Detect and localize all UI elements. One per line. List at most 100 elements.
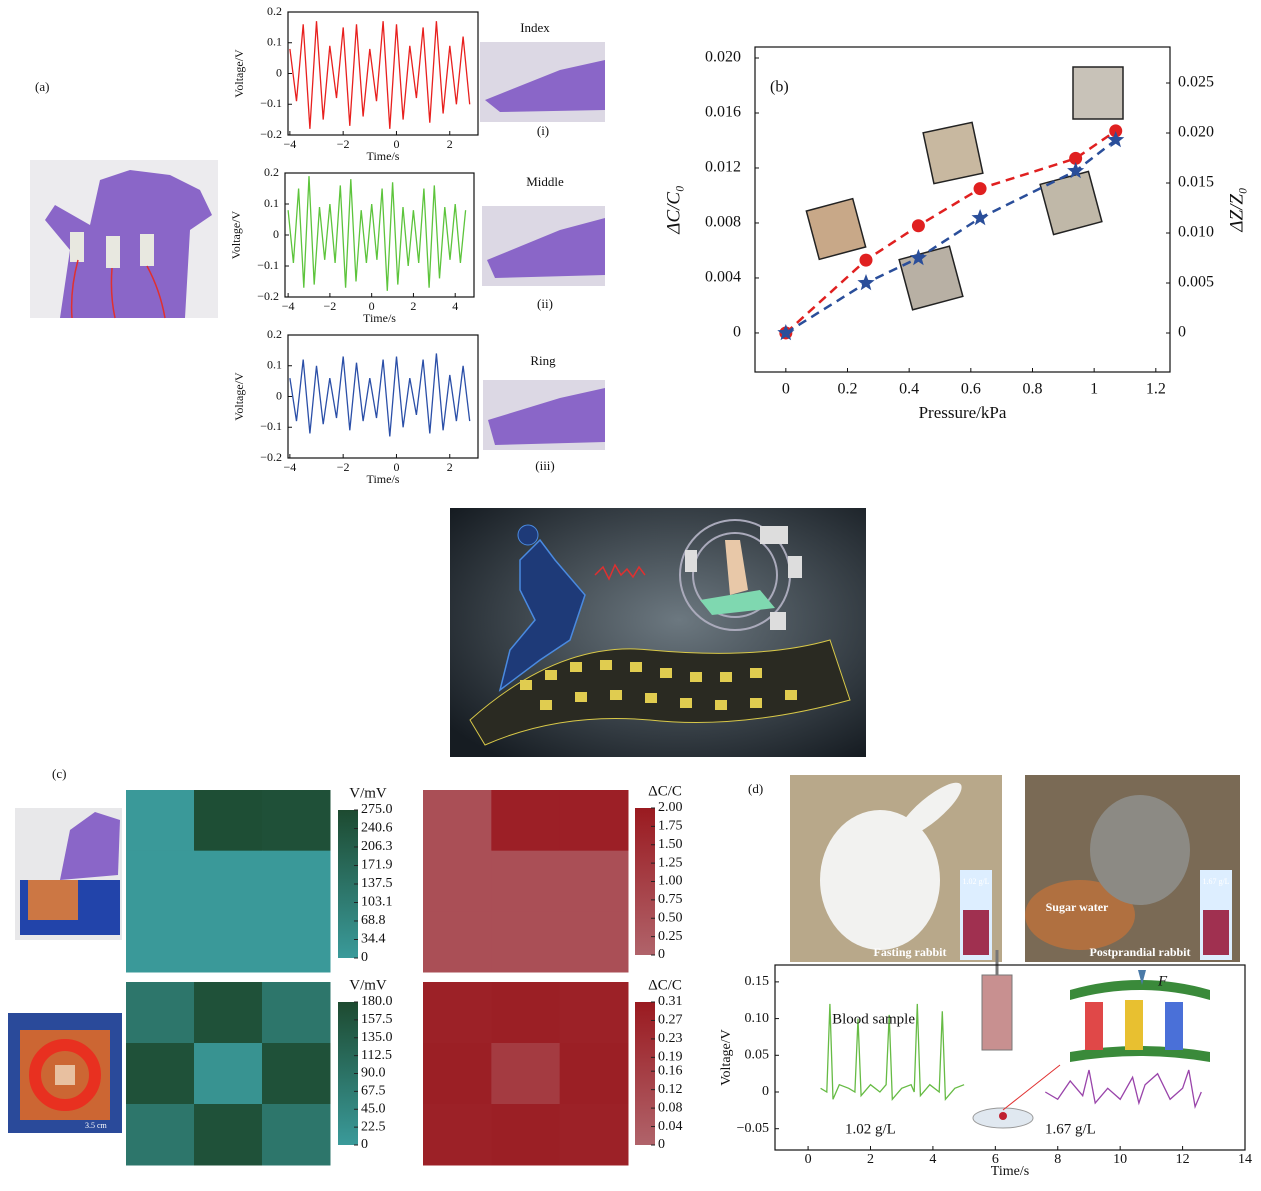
colorbar-tick-label: 1.25 — [658, 855, 683, 870]
y-tick-label: 0 — [733, 324, 741, 341]
circle-marker — [859, 253, 873, 267]
heatmap-cell — [126, 982, 195, 1044]
colorbar-tick-label: 0.08 — [658, 1100, 683, 1115]
series-line — [289, 21, 471, 129]
y-tick-label: 0.10 — [745, 1011, 770, 1026]
y-tick-label: 0.1 — [267, 35, 282, 49]
y-tick-label: 0.1 — [264, 196, 279, 210]
circle-marker — [911, 219, 925, 233]
heatmap-cell — [423, 1104, 492, 1166]
heatmap-cell — [194, 790, 263, 852]
colorbar-tick-label: 45.0 — [361, 1101, 386, 1116]
heatmap-cell — [559, 1104, 629, 1166]
colorbar-label: V/mV — [349, 785, 387, 801]
heatmap-cell — [423, 790, 492, 852]
colorbar-tick-label: 0.75 — [658, 892, 683, 907]
annotation: 1.67 g/L — [1045, 1121, 1096, 1137]
sensor-photos — [805, 66, 1124, 311]
colorbar-tick-label: 206.3 — [361, 839, 393, 854]
colorbar-tick-label: 22.5 — [361, 1119, 386, 1134]
colorbar-tick-label: 67.5 — [361, 1084, 386, 1099]
annotation: Blood sample — [832, 1011, 915, 1027]
heatmap-cell — [194, 850, 263, 912]
heatmap-cell — [491, 1104, 561, 1166]
x-tick-label: 0.6 — [961, 381, 981, 398]
photo-caption: Fasting rabbit — [873, 945, 946, 959]
x-tick-label: 0.4 — [899, 381, 919, 398]
rabbit-photos — [790, 775, 1240, 962]
photo-caption: Sugar water — [1046, 900, 1109, 914]
y-tick-label: 0.1 — [267, 358, 282, 372]
circle-marker — [1069, 151, 1083, 165]
y-tick-label: −0.2 — [260, 450, 282, 464]
x-tick-label: −2 — [337, 137, 350, 151]
colorbar-tick-label: 0.25 — [658, 929, 683, 944]
x-tick-label: 0 — [393, 460, 399, 474]
heatmap-cell — [423, 850, 492, 912]
colorbar — [635, 1002, 655, 1145]
colorbar-tick-label: 1.75 — [658, 819, 683, 834]
finger-label: Index — [520, 20, 550, 35]
colorbar-label: V/mV — [349, 977, 387, 993]
x-tick-label: 0 — [369, 299, 375, 313]
colorbar-tick-label: 90.0 — [361, 1066, 386, 1081]
x-tick-label: 0 — [782, 381, 790, 398]
x-tick-label: −4 — [283, 137, 296, 151]
y-tick-label: −0.2 — [257, 289, 279, 303]
y-tick-label: 0 — [276, 65, 282, 79]
x-axis-label: Time/s — [367, 472, 400, 486]
colorbar-tick-label: 1.50 — [658, 837, 683, 852]
heatmap-cell — [126, 850, 195, 912]
x-tick-label: 0.8 — [1022, 381, 1042, 398]
colorbar-tick-label: 0.50 — [658, 910, 683, 925]
colorbar-tick-label: 0.04 — [658, 1119, 683, 1134]
x-tick-label: 4 — [452, 299, 458, 313]
colorbar-tick-label: 0.19 — [658, 1050, 683, 1065]
star-marker — [1067, 162, 1085, 179]
y-axis-label: Voltage/V — [229, 210, 243, 259]
plot-frame — [287, 334, 479, 459]
y-tick-label: 0 — [276, 388, 282, 402]
x-tick-label: 2 — [410, 299, 416, 313]
colorbar-tick-label: 171.9 — [361, 858, 393, 873]
colorbar-tick-label: 137.5 — [361, 876, 393, 891]
x-tick-label: 12 — [1176, 1152, 1190, 1167]
heatmap-cell — [194, 1043, 263, 1105]
colorbar-tick-label: 0.16 — [658, 1063, 683, 1078]
y-tick-label: 0.05 — [745, 1048, 770, 1063]
y2-tick-label: 0.015 — [1178, 174, 1214, 191]
panel-label: (a) — [35, 79, 49, 94]
series-line — [820, 1003, 965, 1101]
colorbar-tick-label: 1.00 — [658, 874, 683, 889]
sensor-array-photos — [8, 808, 122, 1133]
heatmap-cell — [423, 911, 492, 973]
heatmap-cell — [126, 911, 195, 973]
y-tick-label: 0.012 — [705, 159, 741, 176]
x-tick-label: 0.2 — [837, 381, 857, 398]
colorbar-tick-label: 157.5 — [361, 1012, 393, 1027]
colorbar-tick-label: 0.23 — [658, 1031, 683, 1046]
finger-photos — [480, 42, 605, 450]
y-tick-label: 0 — [762, 1084, 769, 1099]
colorbar-tick-label: 275.0 — [361, 802, 393, 817]
colorbar-tick-label: 180.0 — [361, 994, 393, 1009]
colorbar-tick-label: 112.5 — [361, 1048, 392, 1063]
y-tick-label: 0.2 — [267, 4, 282, 18]
colorbar-tick-label: 2.00 — [658, 800, 683, 815]
x-tick-label: 2 — [447, 137, 453, 151]
x-tick-label: −2 — [337, 460, 350, 474]
panel-label: (c) — [52, 766, 66, 781]
heatmap-cell — [423, 1043, 492, 1105]
heatmap-cell — [491, 982, 561, 1044]
circle-marker — [1109, 124, 1123, 138]
heatmap-cell — [126, 790, 195, 852]
colorbar-label: ΔC/C — [648, 977, 682, 993]
circle-marker — [973, 182, 987, 196]
colorbar — [338, 1002, 358, 1145]
x-tick-label: 6 — [992, 1152, 999, 1167]
finger-label: Middle — [526, 174, 564, 189]
hand-photo — [30, 160, 218, 319]
sub-label: (i) — [537, 123, 549, 138]
panel-label: (d) — [748, 781, 763, 796]
annotation: F — [1157, 973, 1168, 989]
